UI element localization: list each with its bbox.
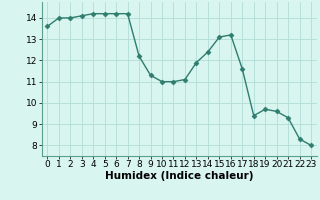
X-axis label: Humidex (Indice chaleur): Humidex (Indice chaleur) — [105, 171, 253, 181]
